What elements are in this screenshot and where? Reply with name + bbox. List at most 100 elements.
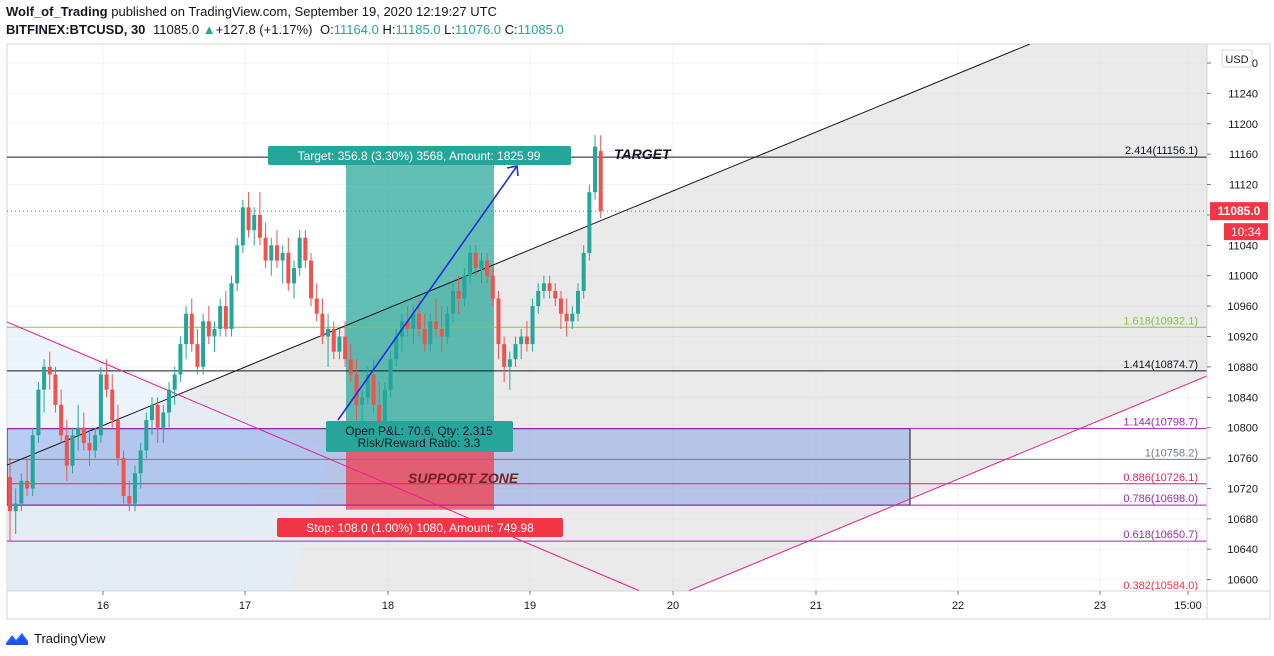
candle-body [331, 328, 336, 352]
candle-body [70, 435, 75, 466]
candle-body [496, 298, 501, 345]
candle-body [530, 306, 535, 345]
fib-level-label: 1.414(10874.7) [1123, 359, 1198, 371]
candle-body [144, 420, 149, 451]
candle-body [212, 328, 217, 337]
arrow-head-icon [506, 165, 519, 177]
candle-body [570, 313, 575, 322]
candle-body [405, 321, 410, 329]
publish-text: published on TradingView.com, September … [111, 4, 497, 19]
candle-body [547, 283, 552, 291]
candle-body [269, 245, 274, 261]
candle-body [115, 420, 120, 459]
fib-level-label: 0.382(10584.0) [1123, 580, 1198, 592]
candle-body [178, 344, 183, 375]
open-value: 11164.0 [333, 22, 379, 37]
candle-body [47, 366, 52, 375]
high-label: H: [382, 22, 396, 37]
y-tick-label: 10920 [1227, 331, 1258, 343]
candle-body [167, 389, 172, 413]
candle-body [121, 458, 126, 497]
candle-body [42, 366, 47, 390]
candle-body [19, 480, 24, 504]
open-label: O: [320, 22, 334, 37]
y-tick-label: 10840 [1227, 392, 1258, 404]
axis-corner [1206, 590, 1271, 620]
candle-body [468, 252, 473, 276]
candle-body [87, 442, 92, 451]
candle-body [218, 306, 223, 329]
x-tick-label: 22 [952, 600, 964, 612]
ascending-pink-line [687, 375, 1207, 591]
target-annotation: TARGET [614, 146, 672, 162]
candle-body [564, 313, 569, 322]
countdown-badge [1224, 223, 1268, 241]
candle-body [150, 404, 154, 421]
candle-body [348, 359, 353, 375]
candle-body [314, 298, 319, 314]
candle-body [394, 336, 399, 360]
author-name[interactable]: Wolf_of_Trading [6, 4, 108, 19]
target-label: Target: 356.8 (3.30%) 3568, Amount: 1825… [298, 149, 541, 163]
low-value: 11076.0 [455, 22, 502, 37]
candle-body [64, 435, 69, 466]
projection-arrow [337, 165, 518, 421]
candle-body [309, 260, 314, 299]
candle-body [223, 306, 228, 329]
x-tick-label: 19 [524, 600, 536, 612]
low-label: L: [444, 22, 455, 37]
change-text: +127.8 (+1.17%) [215, 22, 313, 37]
candle-body [388, 359, 393, 390]
x-tick-label: 21 [810, 600, 822, 612]
fib-level-label: 0.886(10726.1) [1123, 472, 1198, 484]
currency-button-label: USD [1225, 54, 1248, 66]
candle-body [30, 435, 35, 489]
currency-button-bg [1221, 49, 1253, 68]
candle-body [206, 321, 211, 337]
y-tick-label: 11200 [1228, 119, 1258, 131]
candle-body [519, 336, 524, 345]
publish-info: Wolf_of_Trading published on TradingView… [6, 4, 497, 19]
x-tick-label: 18 [382, 600, 394, 612]
candle-body [558, 298, 563, 314]
close-label: C: [504, 22, 518, 37]
x-tick-label: 16 [97, 600, 109, 612]
stop-label: Stop: 108.0 (1.00%) 1080, Amount: 749.98 [306, 521, 534, 535]
candle-body [303, 237, 308, 261]
candle-body [416, 313, 421, 329]
candle-body [195, 344, 200, 367]
target-label-bg [268, 146, 571, 165]
candle-body [587, 192, 592, 253]
countdown-label: 10:34 [1231, 225, 1261, 239]
descending-pink-line [7, 321, 641, 591]
candle-body [439, 328, 444, 337]
support-zone-annotation: SUPPORT ZONE [408, 470, 519, 486]
candle-body [456, 290, 461, 299]
candle-body [337, 336, 342, 352]
open-pnl-bg [326, 421, 513, 452]
y-tick-label: 11120 [1229, 180, 1258, 192]
last-price-text: 11085.0 [153, 22, 200, 37]
candle-body [513, 344, 518, 360]
candle-body [76, 427, 81, 436]
candle-body [263, 237, 268, 261]
currency-button[interactable]: USD [1221, 49, 1253, 68]
candle-body [292, 268, 296, 284]
candle-body [155, 404, 160, 428]
tradingview-logo-icon [6, 633, 28, 645]
y-tick-label: 10960 [1227, 301, 1258, 313]
candle-body [81, 427, 86, 443]
candle-body [274, 245, 279, 261]
candle-body [36, 389, 41, 436]
fib-level-label: 0.618(10650.7) [1123, 529, 1198, 541]
candle-body [371, 374, 376, 405]
candle-body [434, 321, 438, 329]
footer-branding[interactable]: TradingView [6, 628, 106, 648]
change-arrow-icon: ▲ [202, 22, 216, 37]
candle-body [246, 207, 251, 231]
fib-level-label: 1.618(10932.1) [1123, 315, 1198, 327]
candle-body [490, 275, 495, 299]
candle-body [235, 245, 240, 284]
high-value: 11185.0 [395, 22, 441, 37]
